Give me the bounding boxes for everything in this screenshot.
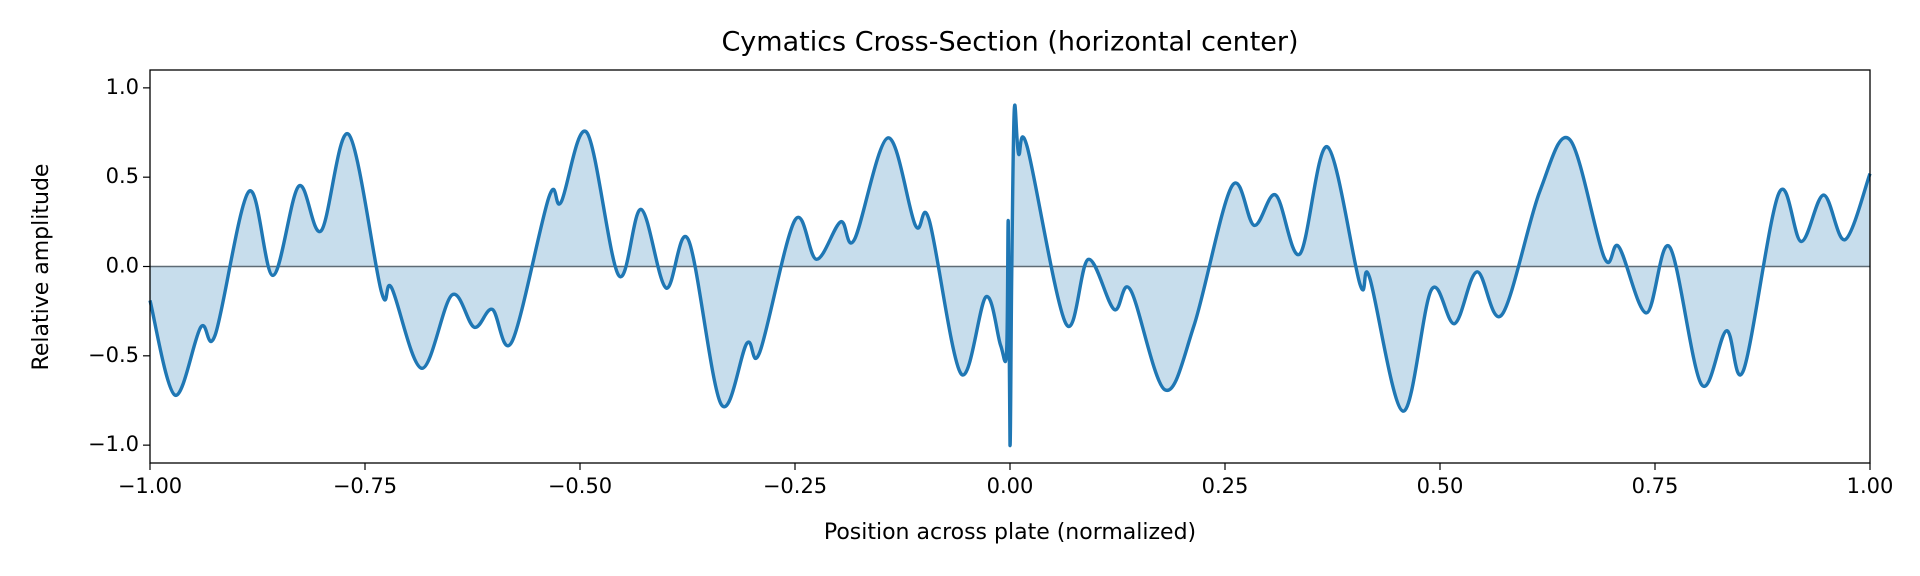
x-tick-label: −1.00: [118, 474, 182, 498]
plot-frame: [149, 69, 1871, 464]
x-tick-label: −0.50: [548, 474, 612, 498]
line: [148, 103, 1872, 447]
x-tick-label: 0.00: [987, 474, 1034, 498]
x-tick-label: −0.25: [763, 474, 827, 498]
x-tick-label: 0.50: [1417, 474, 1464, 498]
x-tick-label: 0.25: [1202, 474, 1249, 498]
y-axis-label: Relative amplitude: [29, 164, 54, 371]
chart-title: Cymatics Cross-Section (horizontal cente…: [721, 27, 1298, 58]
y-tick-label: 1.0: [106, 75, 139, 99]
x-tick-label: 1.00: [1847, 474, 1894, 498]
y-tick-label: −0.5: [88, 343, 139, 367]
y-tick-label: 0.5: [106, 164, 139, 188]
y-tick-label: −1.0: [88, 432, 139, 456]
x-axis-label: Position across plate (normalized): [824, 520, 1196, 545]
x-tick-label: 0.75: [1632, 474, 1679, 498]
y-tick-label: 0.0: [106, 254, 139, 278]
x-tick-label: −0.75: [333, 474, 397, 498]
